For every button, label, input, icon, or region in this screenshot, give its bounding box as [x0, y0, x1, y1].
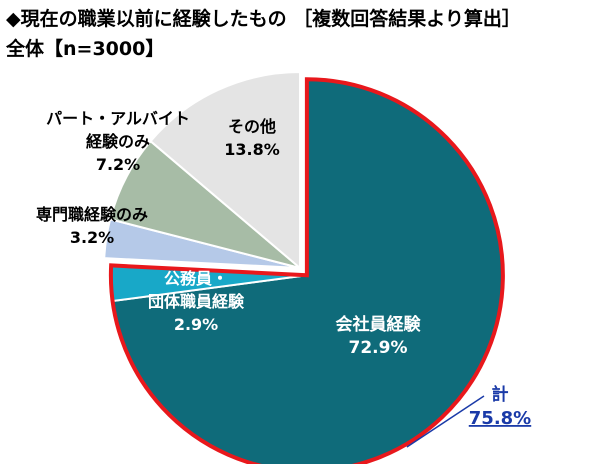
pie-slice-4 — [149, 70, 301, 271]
slice-label-1: 公務員・団体職員経験 2.9% — [148, 269, 245, 334]
slice-label-4: その他 13.8% — [224, 117, 280, 159]
slice-label-3: パート・アルバイト経験のみ 7.2% — [46, 109, 190, 174]
total-leader-line — [406, 395, 485, 448]
total-value: 75.8% — [469, 408, 531, 429]
chart-title: ◆現在の職業以前に経験したもの ［複数回答結果より算出］ — [6, 8, 521, 30]
total-label: 計 — [492, 384, 509, 405]
chart-subtitle: 全体【n=3000】 — [6, 38, 165, 60]
slice-label-2: 専門職経験のみ 3.2% — [36, 205, 148, 247]
slice-label-0: 会社員経験 72.9% — [336, 314, 422, 358]
highlight-outline — [108, 77, 505, 464]
